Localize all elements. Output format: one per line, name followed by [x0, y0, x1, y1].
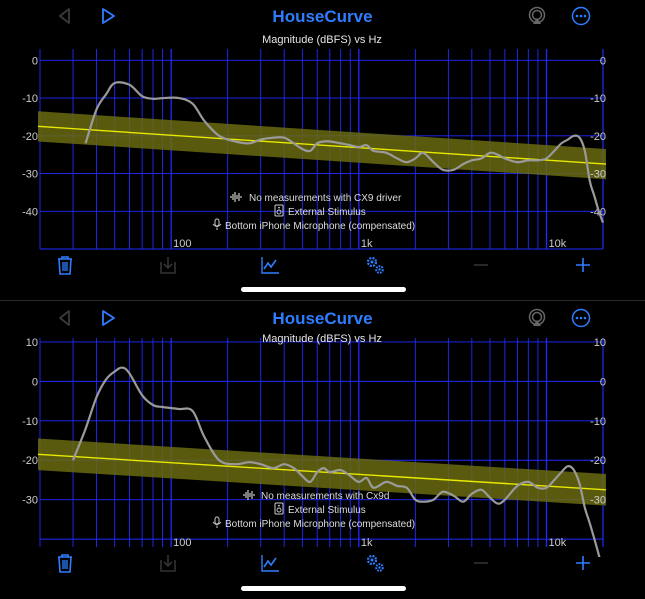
y-tick-label-left: 0: [32, 55, 38, 67]
minus-icon[interactable]: [470, 254, 492, 276]
magnitude-chart: 10 100 0-10 -10-20 -20-30 -30 100 1k 10k Magnit…: [22, 333, 607, 557]
export-icon[interactable]: [157, 254, 179, 276]
chevron-left-icon[interactable]: [55, 6, 75, 26]
response-curve: [84, 81, 605, 223]
y-tick-label-left: 10: [26, 337, 38, 349]
y-tick-label-right: -10: [590, 416, 606, 428]
x-tick-label: 1k: [361, 537, 373, 549]
magnitude-chart: 0 0-10 -10-20 -20-30 -30-40 -40 100 1k 10k Magn…: [22, 34, 607, 250]
legend-microphone: Bottom iPhone Microphone (compensated): [225, 221, 415, 232]
legend-measurements: No measurements with Cx9d: [261, 491, 389, 502]
y-tick-label-left: -10: [22, 416, 38, 428]
y-tick-label-right: -20: [590, 455, 606, 467]
top-screenshot-panel: HouseCurve 0 0 -10 -10 -20 -20 -30 -30 -40 -40 10…: [0, 0, 645, 301]
y-tick-label-left: -20: [22, 455, 38, 467]
waveform-icon: [243, 490, 255, 500]
export-icon[interactable]: [157, 552, 179, 574]
chart-grid: [39, 49, 604, 250]
legend: No measurements with Cx9d External Stimu…: [212, 490, 415, 530]
play-icon[interactable]: [98, 6, 118, 26]
x-tick-labels: 100 1k 10k: [173, 238, 567, 250]
y-tick-label-left: 0: [32, 376, 38, 388]
x-tick-label: 100: [173, 238, 191, 250]
x-tick-label: 1k: [361, 238, 373, 250]
home-indicator[interactable]: [241, 287, 406, 292]
target-line: [37, 453, 607, 491]
y-tick-label-left: -30: [22, 169, 38, 181]
response-curve: [71, 366, 601, 557]
plus-icon[interactable]: [572, 552, 594, 574]
legend-stimulus: External Stimulus: [288, 207, 366, 218]
target-line: [37, 125, 607, 165]
x-tick-label: 100: [173, 537, 191, 549]
y-tick-label-right: 10: [594, 337, 606, 349]
app-title: HouseCurve: [272, 309, 373, 328]
y-tick-label-right: 0: [600, 376, 606, 388]
waveform-icon: [230, 192, 242, 202]
airplay-icon[interactable]: [527, 6, 547, 26]
y-tick-label-right: 0: [600, 55, 606, 67]
bottom-screenshot-panel: HouseCurve 10 10 0 0 -10 -10 -20 -20 -30 -30 100 1…: [0, 302, 645, 599]
play-icon[interactable]: [98, 308, 118, 328]
home-indicator[interactable]: [241, 586, 406, 591]
y-tick-label-right: -30: [590, 495, 606, 507]
speaker-icon: [274, 502, 284, 515]
gears-icon[interactable]: [364, 254, 386, 276]
chevron-left-icon[interactable]: [55, 308, 75, 328]
chart-line-icon[interactable]: [259, 552, 281, 574]
trash-icon[interactable]: [54, 254, 76, 276]
legend-microphone: Bottom iPhone Microphone (compensated): [225, 519, 415, 530]
y-tick-label-right: -30: [590, 169, 606, 181]
airplay-icon[interactable]: [527, 308, 547, 328]
y-tick-label-left: -20: [22, 131, 38, 143]
y-tick-label-left: -10: [22, 93, 38, 105]
y-tick-label-right: -10: [590, 93, 606, 105]
app-title: HouseCurve: [272, 7, 373, 26]
plus-icon[interactable]: [572, 254, 594, 276]
legend-measurements: No measurements with CX9 driver: [249, 193, 402, 204]
nav-bar: HouseCurve: [0, 0, 645, 32]
legend-stimulus: External Stimulus: [288, 505, 366, 516]
y-tick-labels: 10 10 0 0 -10 -10 -20 -20 -30 -30: [22, 337, 606, 507]
x-tick-label: 10k: [549, 238, 567, 250]
y-tick-label-right: -20: [590, 131, 606, 143]
x-tick-label: 10k: [549, 537, 567, 549]
speaker-icon: [274, 204, 284, 217]
chart-title: Magnitude (dBFS) vs Hz: [262, 34, 382, 46]
microphone-icon: [212, 516, 222, 528]
y-tick-label-left: -40: [22, 206, 38, 218]
minus-icon[interactable]: [470, 552, 492, 574]
gears-icon[interactable]: [364, 552, 386, 574]
legend: No measurements with CX9 driver External…: [212, 192, 415, 232]
x-tick-labels: 100 1k 10k: [173, 537, 567, 549]
microphone-icon: [212, 218, 222, 230]
trash-icon[interactable]: [54, 552, 76, 574]
ellipsis-icon[interactable]: [571, 6, 591, 26]
nav-bar: HouseCurve: [0, 302, 645, 334]
chart-title: Magnitude (dBFS) vs Hz: [262, 333, 382, 345]
chart-line-icon[interactable]: [259, 254, 281, 276]
ellipsis-icon[interactable]: [571, 308, 591, 328]
y-tick-label-left: -30: [22, 495, 38, 507]
